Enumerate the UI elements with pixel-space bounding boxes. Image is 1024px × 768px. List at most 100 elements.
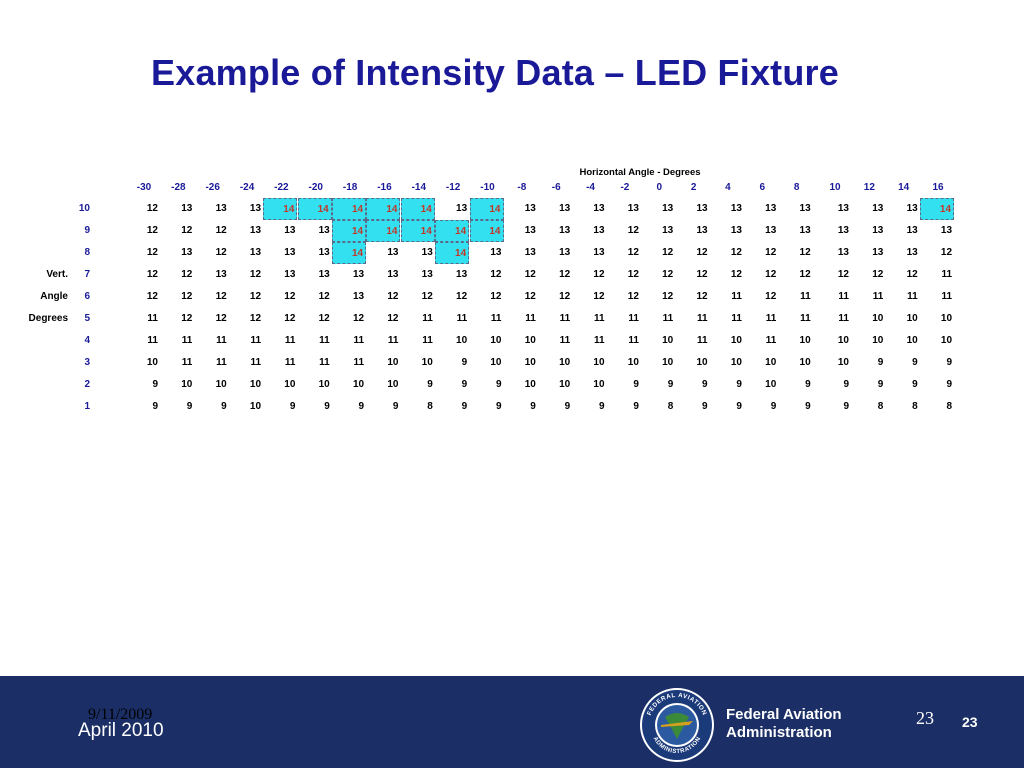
table-cell: 8 [427,401,433,412]
table-cell: 10 [387,379,399,390]
table-cell: 12 [490,269,502,280]
table-cell: 11 [593,335,605,346]
table-cell: 10 [627,357,639,368]
table-cell: 13 [284,247,296,258]
column-header: -26 [205,182,220,193]
table-cell: 13 [421,269,433,280]
table-cell: 12 [872,269,884,280]
table-cell: 11 [559,313,571,324]
table-cell: 13 [730,203,742,214]
table-cell: 13 [906,203,918,214]
table-cell: 11 [422,335,433,346]
table-cell: 12 [181,225,193,236]
table-cell: 14 [332,220,367,242]
row-label: 1 [84,401,90,412]
table-cell: 13 [181,203,193,214]
table-cell: 9 [186,401,193,412]
table-cell: 12 [146,247,158,258]
table-cell: 11 [941,291,953,302]
table-cell: 14 [400,198,435,220]
table-cell: 10 [559,379,571,390]
table-cell: 10 [593,379,605,390]
table-cell: 9 [152,401,158,412]
table-cell: 13 [906,247,918,258]
table-cell: 12 [662,247,674,258]
faa-name-line1: Federal Aviation [726,706,842,723]
table-cell: 13 [181,247,193,258]
table-cell: 14 [366,198,401,220]
column-header: -2 [620,182,630,193]
table-cell: 11 [181,335,193,346]
table-cell: 10 [524,335,536,346]
table-cell: 13 [249,247,262,258]
table-cell: 10 [249,401,262,412]
horizontal-angle-title: Horizontal Angle - Degrees [579,167,701,178]
table-cell: 13 [593,203,605,214]
table-cell: 8 [877,401,884,412]
column-header: 4 [725,182,731,193]
table-cell: 13 [559,247,571,258]
table-cell: 12 [765,269,777,280]
table-cell: 13 [593,225,605,236]
table-cell: 9 [461,401,468,412]
table-cell: 13 [559,225,571,236]
table-cell: 9 [736,379,742,390]
table-cell: 9 [324,401,330,412]
table-cell: 13 [837,225,849,236]
table-cell: 9 [877,379,884,390]
table-cell: 11 [284,335,296,346]
table-cell: 12 [696,291,708,302]
table-cell: 12 [730,269,742,280]
table-cell: 9 [702,401,708,412]
table-cell: 12 [627,247,639,258]
table-cell: 13 [490,247,502,258]
table-cell: 10 [318,379,330,390]
column-header: -14 [411,182,427,193]
table-cell: 13 [387,247,399,258]
table-cell: 10 [799,357,811,368]
column-header: -4 [586,182,595,193]
table-cell: 10 [799,335,811,346]
table-cell: 11 [284,357,296,368]
table-cell: 11 [907,291,918,302]
table-cell: 11 [147,313,158,324]
table-cell: 13 [837,203,849,214]
table-cell: 12 [249,313,262,324]
table-cell: 8 [667,401,674,412]
table-cell: 11 [628,335,639,346]
table-cell: 11 [181,357,193,368]
table-cell: 10 [456,335,468,346]
table-cell: 14 [920,198,955,220]
table-cell: 12 [799,269,811,280]
table-cell: 11 [800,313,811,324]
table-cell: 10 [490,335,502,346]
table-cell: 12 [146,225,158,236]
table-cell: 10 [872,313,884,324]
table-cell: 11 [353,335,365,346]
table-cell: 9 [912,379,918,390]
table-cell: 13 [906,225,918,236]
table-cell: 11 [422,313,433,324]
table-cell: 12 [627,291,639,302]
table-cell: 11 [387,335,399,346]
table-cell: 13 [872,247,884,258]
table-cell: 12 [215,225,227,236]
table-cell: 13 [765,203,777,214]
table-cell: 13 [730,225,742,236]
table-cell: 12 [284,291,296,302]
table-cell: 13 [627,203,639,214]
table-cell: 13 [456,203,468,214]
table-cell: 12 [318,313,330,324]
table-cell: 12 [421,291,433,302]
table-cell: 9 [702,379,708,390]
page-number-serif: 23 [916,708,934,728]
table-cell: 9 [461,357,468,368]
table-cell: 13 [524,247,536,258]
table-cell: 10 [837,357,849,368]
table-cell: 11 [697,313,708,324]
table-cell: 13 [456,269,468,280]
table-cell: 9 [495,401,502,412]
table-cell: 13 [872,203,884,214]
table-cell: 9 [152,379,158,390]
row-label: 5 [84,313,90,324]
